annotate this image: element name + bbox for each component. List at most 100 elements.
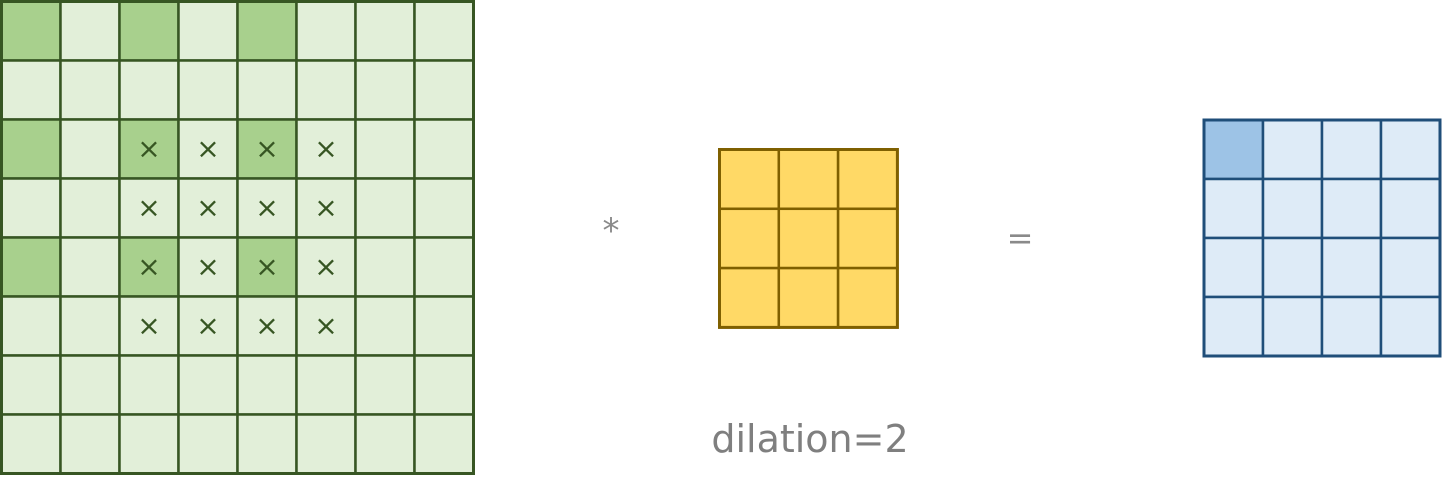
input-cell-1-5 xyxy=(295,59,357,121)
input-cell-7-7 xyxy=(413,413,475,475)
input-cell-0-2 xyxy=(118,0,180,62)
input-mark-2-2: × xyxy=(137,132,160,165)
input-cell-0-3 xyxy=(177,0,239,62)
output-cell-0-1 xyxy=(1261,118,1324,181)
input-mark-4-5: × xyxy=(314,250,337,283)
input-cell-7-5 xyxy=(295,413,357,475)
input-mark-5-2: × xyxy=(137,309,160,342)
input-cell-6-2 xyxy=(118,354,180,416)
input-cell-1-3 xyxy=(177,59,239,121)
convolution-operator: * xyxy=(602,211,620,251)
input-mark-3-3: × xyxy=(196,191,219,224)
input-cell-1-7 xyxy=(413,59,475,121)
input-cell-1-1 xyxy=(59,59,121,121)
dilation-caption: dilation=2 xyxy=(711,417,909,461)
kernel-cell-0-2 xyxy=(836,148,899,211)
output-cell-2-1 xyxy=(1261,236,1324,299)
input-cell-6-5 xyxy=(295,354,357,416)
output-cell-1-2 xyxy=(1320,177,1383,240)
input-cell-4-5 xyxy=(295,236,357,298)
input-cell-5-3 xyxy=(177,295,239,357)
input-cell-6-1 xyxy=(59,354,121,416)
input-cell-6-4 xyxy=(236,354,298,416)
input-cell-2-0 xyxy=(0,118,62,180)
input-mark-5-4: × xyxy=(255,309,278,342)
equals-operator: = xyxy=(1006,219,1034,257)
input-cell-4-3 xyxy=(177,236,239,298)
kernel-cell-0-1 xyxy=(777,148,840,211)
output-cell-3-0 xyxy=(1202,295,1265,358)
kernel-cell-0-0 xyxy=(718,148,781,211)
output-cell-2-3 xyxy=(1379,236,1442,299)
input-cell-3-3 xyxy=(177,177,239,239)
kernel-cell-1-0 xyxy=(718,207,781,270)
input-cell-2-6 xyxy=(354,118,416,180)
input-cell-0-7 xyxy=(413,0,475,62)
input-cell-1-0 xyxy=(0,59,62,121)
input-cell-1-2 xyxy=(118,59,180,121)
input-cell-7-6 xyxy=(354,413,416,475)
input-cell-7-1 xyxy=(59,413,121,475)
input-cell-6-7 xyxy=(413,354,475,416)
input-cell-3-0 xyxy=(0,177,62,239)
kernel-cell-2-0 xyxy=(718,266,781,329)
input-cell-1-4 xyxy=(236,59,298,121)
input-cell-5-1 xyxy=(59,295,121,357)
kernel-cell-2-2 xyxy=(836,266,899,329)
input-cell-6-0 xyxy=(0,354,62,416)
input-cell-5-6 xyxy=(354,295,416,357)
kernel-cell-1-1 xyxy=(777,207,840,270)
input-mark-5-3: × xyxy=(196,309,219,342)
input-cell-7-4 xyxy=(236,413,298,475)
output-cell-1-0 xyxy=(1202,177,1265,240)
input-grid: × × × × × × × × × × × × × × × × xyxy=(0,0,475,475)
input-cell-0-4 xyxy=(236,0,298,62)
input-cell-5-5 xyxy=(295,295,357,357)
input-mark-4-3: × xyxy=(196,250,219,283)
input-cell-6-3 xyxy=(177,354,239,416)
input-cell-3-1 xyxy=(59,177,121,239)
output-cell-2-2 xyxy=(1320,236,1383,299)
output-cell-3-3 xyxy=(1379,295,1442,358)
input-cell-0-0 xyxy=(0,0,62,62)
input-cell-7-3 xyxy=(177,413,239,475)
output-grid xyxy=(1202,118,1442,358)
input-cell-0-6 xyxy=(354,0,416,62)
input-mark-3-4: × xyxy=(255,191,278,224)
output-cell-0-3 xyxy=(1379,118,1442,181)
input-cell-3-7 xyxy=(413,177,475,239)
output-border xyxy=(1202,118,1442,358)
input-cell-2-7 xyxy=(413,118,475,180)
input-cell-6-6 xyxy=(354,354,416,416)
input-cell-1-6 xyxy=(354,59,416,121)
kernel-cell-2-1 xyxy=(777,266,840,329)
input-cell-3-6 xyxy=(354,177,416,239)
input-cell-7-0 xyxy=(0,413,62,475)
input-mark-3-2: × xyxy=(137,191,160,224)
output-cell-1-3 xyxy=(1379,177,1442,240)
input-cell-4-1 xyxy=(59,236,121,298)
kernel-cell-1-2 xyxy=(836,207,899,270)
output-cell-2-0 xyxy=(1202,236,1265,299)
input-cell-5-7 xyxy=(413,295,475,357)
input-cell-4-6 xyxy=(354,236,416,298)
input-cell-0-5 xyxy=(295,0,357,62)
input-mark-2-5: × xyxy=(314,132,337,165)
output-cell-0-2 xyxy=(1320,118,1383,181)
input-cell-4-0 xyxy=(0,236,62,298)
input-mark-3-5: × xyxy=(314,191,337,224)
input-cell-2-1 xyxy=(59,118,121,180)
output-cell-3-2 xyxy=(1320,295,1383,358)
input-mark-2-4: × xyxy=(255,132,278,165)
output-cell-3-1 xyxy=(1261,295,1324,358)
input-cell-5-0 xyxy=(0,295,62,357)
input-mark-4-4: × xyxy=(255,250,278,283)
input-mark-4-2: × xyxy=(137,250,160,283)
input-border xyxy=(0,0,475,475)
input-cell-3-5 xyxy=(295,177,357,239)
output-cell-0-0 xyxy=(1202,118,1265,181)
input-mark-2-3: × xyxy=(196,132,219,165)
input-cell-0-1 xyxy=(59,0,121,62)
